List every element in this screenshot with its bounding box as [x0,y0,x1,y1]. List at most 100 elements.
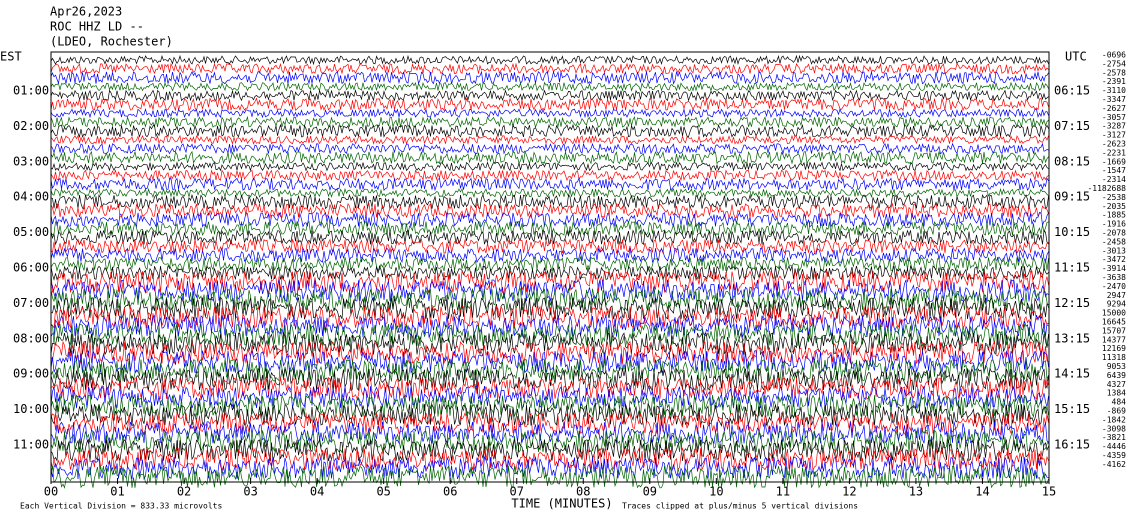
x-tick-label: 01 [110,485,124,499]
x-tick-label: 03 [243,485,257,499]
trace-offset: -2538 [1102,193,1126,202]
x-tick-label: 12 [842,485,856,499]
scale-note: Each Vertical Division = 833.33 microvol… [20,502,222,511]
trace-offset: -2470 [1102,282,1126,291]
trace [50,176,1049,192]
trace [50,429,1049,454]
x-tick-label: 15 [1042,485,1056,499]
trace [50,331,1049,356]
trace-offset: -2578 [1102,68,1126,77]
trace [50,288,1049,312]
utc-label: 07:15 [1054,119,1090,133]
trace-offset: -2078 [1102,229,1126,238]
trace-offset: -2754 [1102,59,1126,68]
x-tick-label: 02 [177,485,191,499]
trace [50,211,1049,228]
trace [50,376,1049,400]
trace [50,238,1049,255]
utc-label: 14:15 [1054,367,1090,381]
trace-offset: 15000 [1102,309,1126,318]
trace [50,70,1049,85]
utc-label: 15:15 [1054,402,1090,416]
trace [50,340,1049,364]
utc-label: 06:15 [1054,84,1090,98]
est-label: 04:00 [13,190,49,204]
trace [50,142,1049,155]
x-axis-title: TIME (MINUTES) [511,497,612,511]
utc-label: 10:15 [1054,225,1090,239]
trace [50,169,1049,182]
trace-offset: -3110 [1102,86,1126,95]
trace-offset: -2391 [1102,77,1126,86]
trace [50,220,1049,237]
trace-offset: -1669 [1102,157,1126,166]
trace [50,255,1049,273]
trace [50,403,1049,427]
clip-note: Traces clipped at plus/minus 5 vertical … [622,502,858,511]
x-tick-label: 11 [776,485,790,499]
est-label: 10:00 [13,402,49,416]
trace-offset: -1885 [1102,211,1126,220]
trace-offset: -4162 [1102,460,1126,469]
utc-label: 08:15 [1054,154,1090,168]
trace [50,464,1049,489]
trace-offset: 9294 [1107,300,1126,309]
utc-label: 13:15 [1054,331,1090,345]
trace-offset: -3914 [1102,264,1126,273]
trace [50,270,1049,294]
x-tick-label: 05 [376,485,390,499]
trace-offset: 15707 [1102,326,1126,335]
x-tick-label: 00 [44,485,58,499]
trace-offset: 484 [1112,398,1127,407]
est-label: 08:00 [13,331,49,345]
station: ROC HHZ LD -- [50,20,144,34]
est-label: 06:00 [13,261,49,275]
trace-offset: 9053 [1107,362,1126,371]
x-tick-label: 06 [443,485,457,499]
trace-offset: 11318 [1102,353,1126,362]
utc-label: 09:15 [1054,190,1090,204]
trace-offset: -2627 [1102,104,1126,113]
trace-offset: -2458 [1102,237,1126,246]
trace-offset: -0696 [1102,51,1126,60]
trace [50,358,1049,383]
trace-offset: 1384 [1107,389,1126,398]
trace [50,161,1049,172]
trace-offset: -3287 [1102,122,1126,131]
trace-offset: -2623 [1102,140,1126,149]
utc-label: 12:15 [1054,296,1090,310]
location: (LDEO, Rochester) [50,35,173,49]
trace-offset: 12169 [1102,344,1126,353]
trace-offset: -1916 [1102,220,1126,229]
est-label: 01:00 [13,84,49,98]
est-title: EST [0,50,22,64]
trace-offset: 4327 [1107,380,1126,389]
plot-frame [50,51,1050,483]
trace [50,246,1049,264]
est-label: 05:00 [13,225,49,239]
trace [50,54,1049,66]
est-label: 11:00 [13,438,49,452]
trace-offset: -3638 [1102,273,1126,282]
utc-label: 11:15 [1054,261,1090,275]
trace [50,296,1049,321]
est-label: 09:00 [13,367,49,381]
trace-offset: -4359 [1102,451,1126,460]
trace [50,107,1049,119]
trace-offset: 6439 [1107,371,1126,380]
trace [50,123,1049,138]
x-tick-label: 14 [975,485,989,499]
trace [50,97,1049,112]
traces [50,54,1049,489]
trace [50,447,1049,472]
trace [50,89,1049,102]
trace-offset: -2231 [1102,148,1126,157]
trace [50,411,1049,436]
est-label: 03:00 [13,154,49,168]
trace-offset: -4446 [1102,442,1126,451]
trace [50,313,1049,339]
est-label: 02:00 [13,119,49,133]
trace-offset: -3098 [1102,424,1126,433]
trace-offset: -3057 [1102,113,1126,122]
